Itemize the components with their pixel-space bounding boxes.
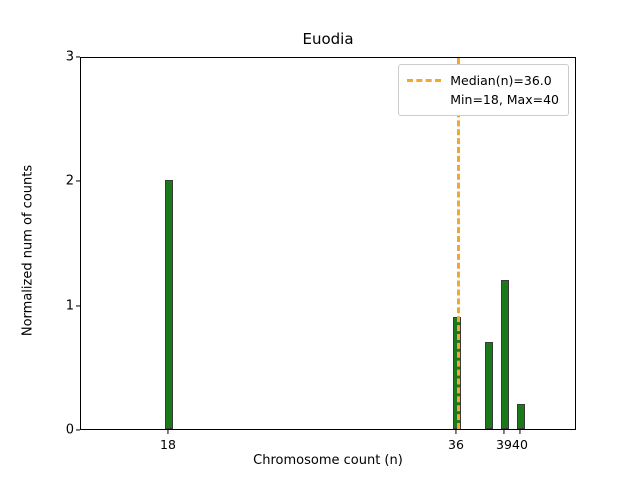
x-axis-tick-mark	[503, 430, 505, 434]
legend-item-label: Median(n)=36.0	[450, 73, 552, 88]
dashed-line-icon	[407, 79, 442, 82]
plot-area: Median(n)=36.0 Min=18, Max=40	[80, 57, 576, 430]
x-axis-tick-mark	[519, 430, 521, 434]
bar	[501, 279, 509, 429]
y-axis-tick-mark	[76, 56, 80, 58]
y-axis-tick-mark	[76, 305, 80, 307]
median-line	[457, 58, 460, 429]
y-axis-tick-mark	[76, 429, 80, 431]
legend-item-label: Min=18, Max=40	[450, 92, 559, 107]
bar	[485, 341, 493, 429]
legend: Median(n)=36.0 Min=18, Max=40	[398, 64, 569, 116]
bar	[165, 180, 173, 429]
legend-item: Min=18, Max=40	[407, 90, 559, 109]
x-axis-tick-mark	[167, 430, 169, 434]
y-axis-tick-label: 3	[65, 49, 74, 65]
y-axis-tick-label: 1	[65, 298, 74, 314]
x-axis-tick-label: 18	[160, 437, 176, 452]
x-axis-tick-mark	[455, 430, 457, 434]
y-axis-label: Normalized num of counts	[20, 164, 36, 337]
x-axis-label: Chromosome count (n)	[253, 453, 403, 468]
page-title: Euodia	[302, 30, 354, 48]
bar	[517, 404, 525, 429]
x-axis-tick-label: 39	[496, 437, 512, 452]
x-axis-tick-label: 40	[512, 437, 528, 452]
y-axis-tick-mark	[76, 180, 80, 182]
y-axis-tick-label: 2	[65, 173, 74, 189]
y-axis-tick-label: 0	[65, 422, 74, 438]
legend-spacer	[407, 98, 441, 101]
x-axis-tick-label: 36	[448, 437, 464, 452]
legend-item: Median(n)=36.0	[407, 71, 559, 90]
